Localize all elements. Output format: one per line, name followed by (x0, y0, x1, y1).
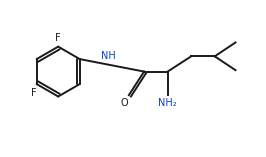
Text: NH₂: NH₂ (158, 98, 177, 108)
Text: F: F (31, 88, 37, 98)
Text: F: F (55, 33, 61, 43)
Text: NH: NH (101, 51, 115, 61)
Text: O: O (121, 98, 128, 108)
